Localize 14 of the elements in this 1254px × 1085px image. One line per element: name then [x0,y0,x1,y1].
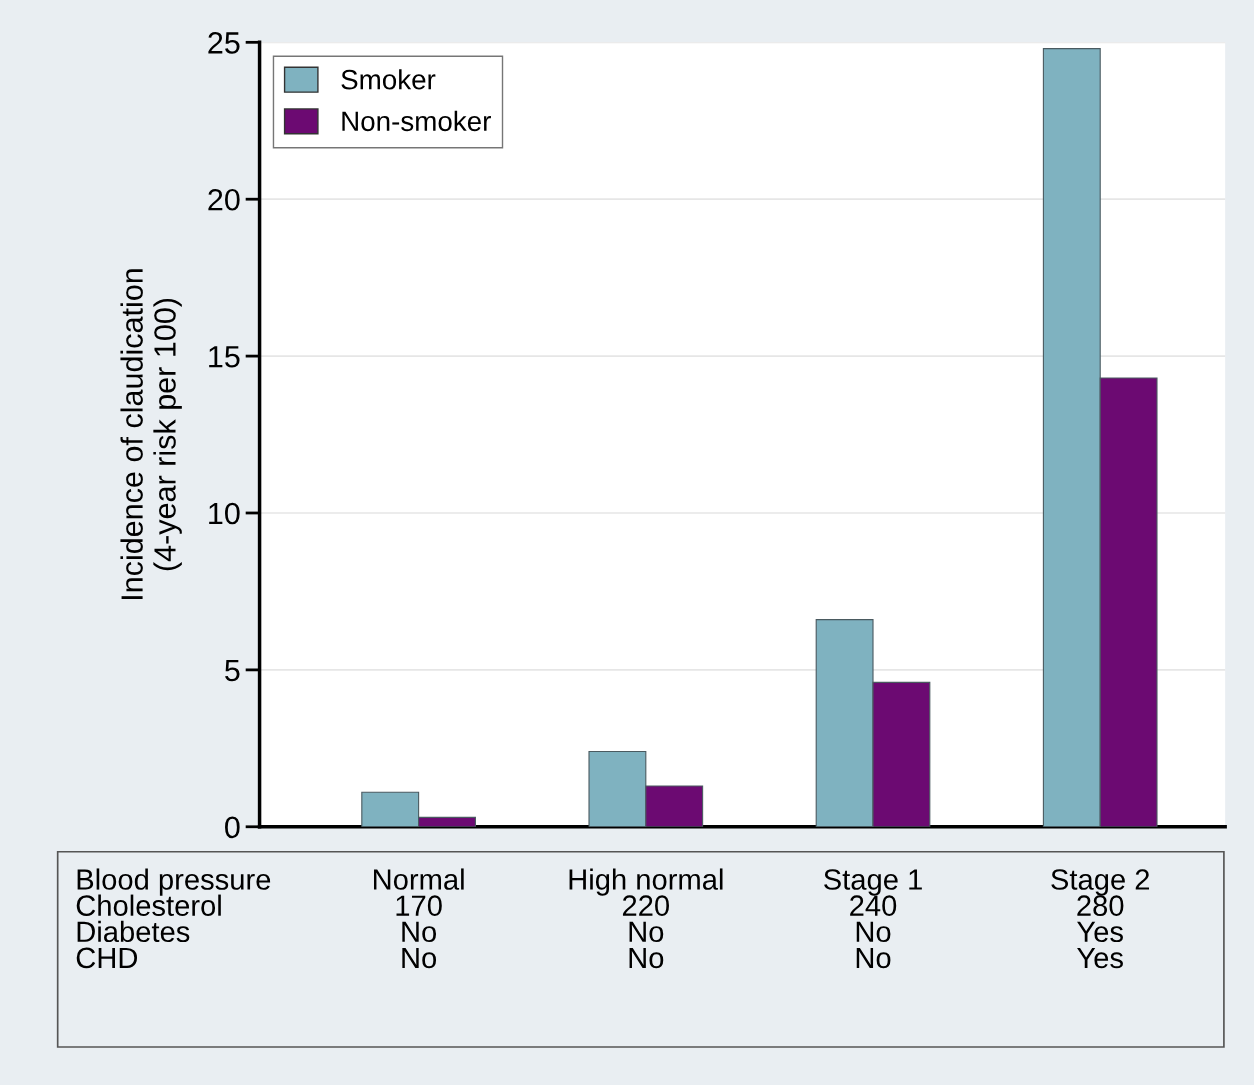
x-tick-label: Stage 2 280 Yes Yes [1051,869,1150,969]
x-tick-label: Normal 170 No No [374,868,464,969]
y-tick-label: 0 [225,816,240,839]
y-tick-label: 15 [209,346,240,368]
y-tick-label: 20 [208,188,240,211]
y-tick-label: 5 [225,659,240,682]
text: Blood pressure Cholesterol Diabetes CHD [76,868,271,969]
legend-label: Non-smoker [342,110,491,132]
y-axis-title: Incidence of claudication (4-year risk per 100) [120,269,182,600]
x-tick-label: High normal 220 No No [569,868,723,969]
x-tick-label: Stage 1 240 No No [824,869,922,969]
y-tick-label: 25 [208,32,240,54]
y-tick-label: 10 [209,502,240,525]
legend-label: Smoker [341,69,436,90]
